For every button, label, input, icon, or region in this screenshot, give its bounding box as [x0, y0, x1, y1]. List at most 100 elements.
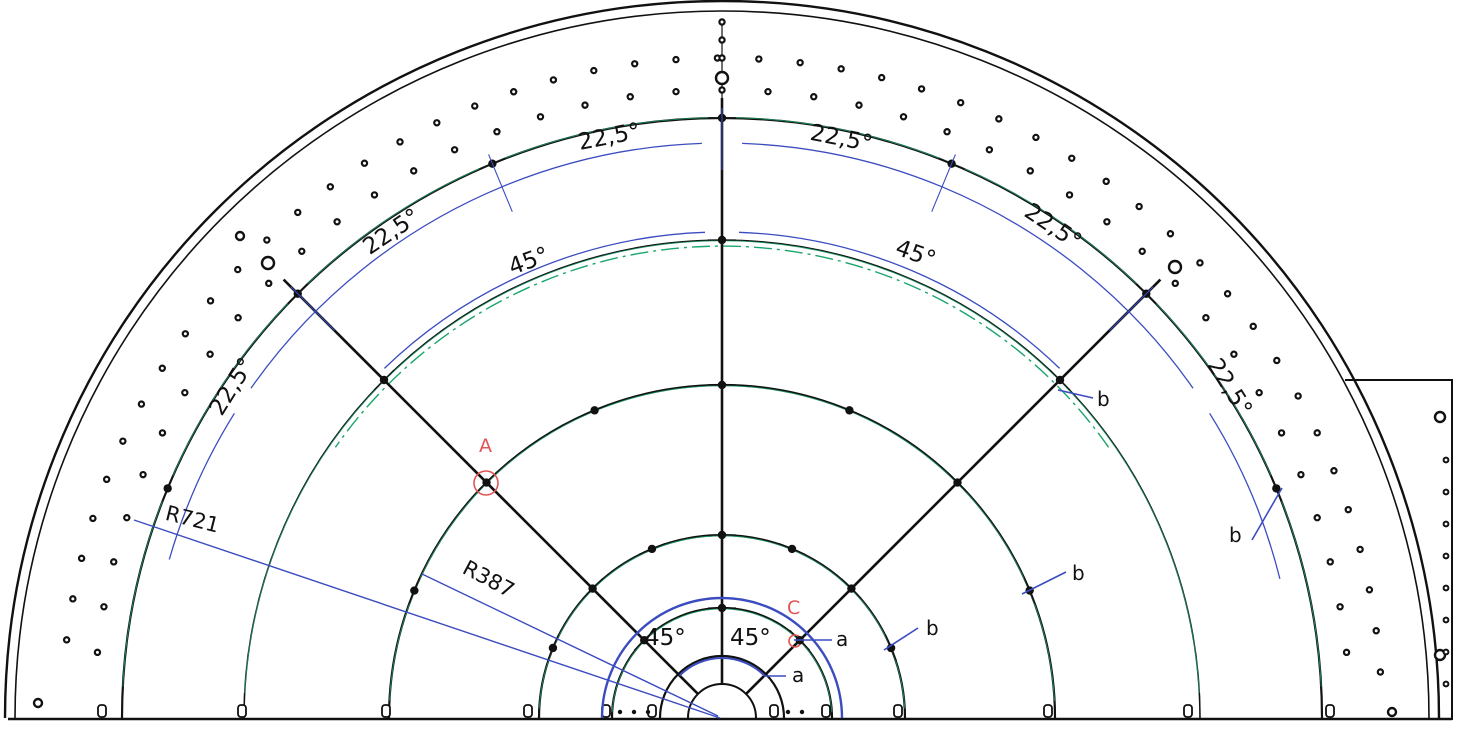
bolt-hole-inner-row	[985, 146, 994, 154]
bolt-hole-inner-row	[100, 603, 108, 611]
callout-leader-line	[1057, 389, 1094, 399]
bolt-hole-inner-row	[855, 101, 863, 109]
joint-node	[379, 375, 389, 385]
large-bolt-hole	[1167, 259, 1183, 275]
bolt-hole-inner-row	[1326, 558, 1334, 566]
dim-extension-line	[290, 286, 335, 331]
bolt-hole-outer-row	[796, 58, 804, 67]
joint-node	[1272, 484, 1281, 493]
callout-leader-line	[1251, 487, 1283, 541]
detail-marker-a-circle	[473, 470, 499, 496]
bolt-hole-outer-row	[1102, 177, 1110, 186]
flange-bolt-hole	[1442, 584, 1450, 592]
base-mounting-lug	[893, 704, 903, 718]
base-mounting-lug	[381, 704, 391, 718]
dim-arc-top-right	[742, 142, 943, 188]
bolt-hole-inner-row	[181, 388, 189, 397]
bolt-hole-outer-row	[326, 183, 335, 191]
bolt-hole-outer-row	[1273, 356, 1281, 365]
bolt-hole-outer-row	[1330, 467, 1338, 475]
bolt-hole-inner-row	[718, 86, 726, 94]
base-mounting-lug	[1043, 704, 1053, 718]
bolt-hole-outer-row	[137, 400, 146, 408]
large-bolt-hole	[32, 697, 44, 709]
angle-label-hub-right: 45°	[730, 625, 771, 651]
joint-node	[588, 584, 597, 593]
bolt-hole-outer-row	[433, 119, 441, 127]
bolt-hole-outer-row	[119, 437, 127, 445]
hub-base-dot	[617, 709, 623, 715]
detail-label-c: C	[787, 597, 800, 619]
base-mounting-lug	[1183, 704, 1193, 718]
dimension-lines	[133, 108, 1283, 719]
bolt-hole-inner-row	[1336, 603, 1344, 611]
large-bolt-hole	[1386, 706, 1398, 718]
flange-bolt-hole	[1442, 680, 1450, 688]
top-center-hole	[718, 36, 726, 44]
right-flange-outline	[1345, 379, 1453, 720]
radius-leader-inner	[421, 573, 719, 717]
bolt-hole-outer-row	[1344, 505, 1352, 514]
flange-bolt-hole	[1442, 648, 1450, 656]
callout-a-lower: a	[792, 663, 804, 687]
bolt-hole-inner-row	[1342, 648, 1351, 657]
bolt-hole-outer-row	[294, 208, 302, 217]
hub-blue-arc-inner	[678, 657, 766, 677]
bolt-hole-outer-row	[102, 475, 111, 484]
bolt-hole-outer-row	[1196, 259, 1204, 267]
callout-b-right-inner: b	[1097, 387, 1110, 411]
joint-node	[845, 406, 854, 415]
bolt-hole-inner-row	[943, 128, 951, 136]
dim-arc-upper-right	[941, 186, 1194, 389]
radius-leader-outer	[133, 519, 721, 719]
large-bolt-hole	[234, 230, 246, 242]
hub-base-dot	[645, 709, 651, 715]
large-bolt-hole	[714, 70, 730, 86]
top-center-hole	[718, 18, 726, 26]
callout-b-center-right: b	[926, 616, 939, 640]
bolt-hole-inner-row	[1313, 513, 1321, 522]
bolt-hole-outer-row	[509, 88, 518, 96]
bolt-hole-outer-row	[471, 102, 479, 110]
joint-node	[717, 235, 727, 245]
angle-label-hub-left: 45°	[645, 625, 686, 651]
joint-node	[787, 544, 797, 554]
bolt-hole-inner-row	[234, 313, 242, 322]
bolt-hole-inner-row	[493, 128, 501, 136]
callout-leader-line	[1021, 571, 1067, 595]
joint-node	[163, 484, 172, 493]
bolt-hole-outer-row	[672, 55, 680, 64]
bolt-hole-outer-row	[549, 76, 558, 84]
bolt-hole-inner-row	[1277, 429, 1286, 437]
flange-bolt-hole	[1442, 456, 1450, 464]
base-mounting-lug	[97, 704, 107, 718]
dim-arc-inner-left	[383, 231, 706, 369]
bolt-hole-outer-row	[181, 330, 190, 338]
bolt-hole-inner-row	[1065, 191, 1074, 199]
bolt-hole-inner-row	[298, 247, 306, 256]
bolt-hole-outer-row	[631, 60, 639, 68]
joint-node	[590, 406, 599, 415]
bolt-hole-inner-row	[810, 93, 818, 101]
callout-a-upper: a	[836, 627, 848, 651]
bolt-hole-outer-row	[77, 554, 86, 563]
bolt-hole-inner-row	[139, 470, 147, 479]
bolt-hole-outer-row	[1376, 668, 1385, 676]
bolt-hole-outer-row	[1294, 392, 1302, 400]
dim-arc-top-left	[501, 142, 702, 188]
bolt-hole-outer-row	[1249, 322, 1257, 331]
hub-base-dot	[799, 709, 805, 715]
joint-node	[647, 544, 657, 554]
dim-extension-line	[488, 154, 513, 212]
callout-b-right-middle: b	[1072, 561, 1085, 585]
bolt-hole-outer-row	[956, 98, 965, 107]
dim-arc-lower-right	[1209, 412, 1281, 580]
bolt-hole-outer-row	[1356, 545, 1364, 554]
joint-node	[953, 478, 962, 487]
bolt-hole-outer-row	[89, 514, 97, 523]
bolt-hole-outer-row	[590, 66, 598, 75]
callout-leader-line	[883, 627, 919, 651]
top-center-hole	[718, 54, 726, 62]
